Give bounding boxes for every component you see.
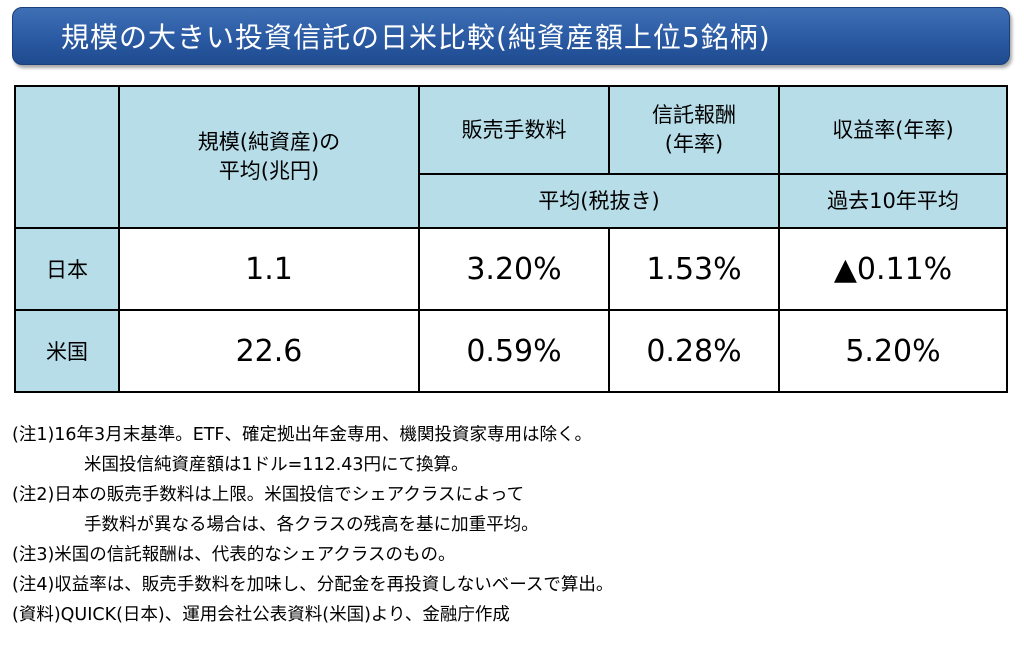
header-past-10y-avg: 過去10年平均 [778,173,1008,229]
note-2-line2: 手数料が異なる場合は、各クラスの残高を基に加重平均。 [84,515,539,535]
header-trust-fee-line2: (年率) [664,132,724,156]
note-2-line1: (注2)日本の販売手数料は上限。米国投信でシェアクラスによって [12,485,525,505]
japan-scale: 1.1 [118,227,420,311]
page-title: 規模の大きい投資信託の日米比較(純資産額上位5銘柄) [61,21,771,54]
row-label-us: 米国 [14,309,120,393]
table-row-japan: 日本 1.1 3.20% 1.53% ▲0.11% [14,227,1008,311]
note-1-line2: 米国投信純資産額は1ドル=112.43円にて換算。 [84,455,469,475]
us-scale: 22.6 [118,309,420,393]
header-return-rate: 収益率(年率) [778,85,1008,175]
header-scale: 規模(純資産)の 平均(兆円) [118,85,420,229]
title-banner: 規模の大きい投資信託の日米比較(純資産額上位5銘柄) [12,7,1010,65]
header-scale-line2: 平均(兆円) [218,159,320,183]
japan-trust-fee: 1.53% [608,227,780,311]
source-note: (資料)QUICK(日本)、運用会社公表資料(米国)より、金融庁作成 [12,605,510,625]
header-sales-fee: 販売手数料 [418,85,610,175]
japan-return-rate: ▲0.11% [778,227,1008,311]
header-row-1: 規模(純資産)の 平均(兆円) 販売手数料 信託報酬 (年率) 収益率(年率) [14,85,1008,229]
note-3: (注3)米国の信託報酬は、代表的なシェアクラスのもの。 [12,545,456,565]
header-row-2: 平均(税抜き) 過去10年平均 [15,173,1008,229]
header-avg-excl-tax: 平均(税抜き) [418,173,780,229]
header-scale-line1: 規模(純資産)の [197,130,341,154]
note-1-line1: (注1)16年3月末基準。ETF、確定拠出年金専用、機関投資家専用は除く。 [12,425,593,445]
comparison-table: 規模(純資産)の 平均(兆円) 販売手数料 信託報酬 (年率) 収益率(年率) … [14,85,1008,393]
header-trust-fee: 信託報酬 (年率) [608,85,780,175]
us-return-rate: 5.20% [778,309,1008,393]
header-trust-fee-line1: 信託報酬 [652,103,736,127]
japan-sales-fee: 3.20% [418,227,610,311]
footnotes: (注1)16年3月末基準。ETF、確定拠出年金専用、機関投資家専用は除く。 米国… [12,420,1012,630]
us-sales-fee: 0.59% [418,309,610,393]
note-4: (注4)収益率は、販売手数料を加味し、分配金を再投資しないベースで算出。 [12,575,614,595]
header-corner [14,85,120,229]
row-label-japan: 日本 [14,227,120,311]
table-row-us: 米国 22.6 0.59% 0.28% 5.20% [14,309,1008,393]
us-trust-fee: 0.28% [608,309,780,393]
